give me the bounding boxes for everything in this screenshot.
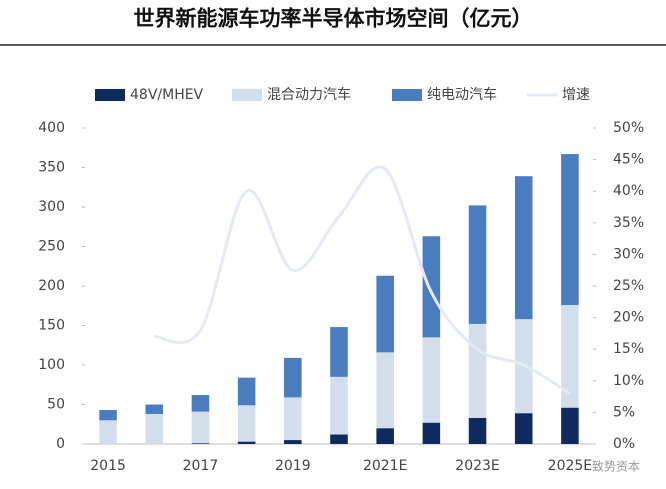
bar-segment <box>99 420 117 444</box>
bar-segment <box>237 377 256 406</box>
y-tick-label: 300 <box>38 199 65 215</box>
legend-swatch <box>392 89 422 101</box>
bar-segment <box>468 417 487 444</box>
legend-swatch <box>95 89 125 101</box>
bar-segment <box>561 304 579 408</box>
bar-segment <box>468 323 487 418</box>
bar-segment <box>191 411 210 444</box>
x-tick-label: 2025E <box>548 458 592 474</box>
y-tick-label: 100 <box>38 357 65 373</box>
bar-segment <box>330 376 348 435</box>
growth-line <box>154 165 571 395</box>
y-tick-label: 400 <box>38 120 65 136</box>
bar-segment <box>330 434 348 444</box>
bar-segment <box>145 404 164 414</box>
x-tick-label: 2021E <box>363 458 407 474</box>
bar-segment <box>191 443 210 444</box>
bar-segment <box>561 407 579 444</box>
y-tick-label: 250 <box>38 239 65 255</box>
bar-segment <box>514 413 533 444</box>
y2-tick-label: 0% <box>613 436 635 452</box>
y-tick-label: 0 <box>56 436 65 452</box>
y2-tick-label: 20% <box>613 310 644 326</box>
watermark: 致势资本 <box>592 460 640 474</box>
bar-segment <box>422 337 441 423</box>
y-tick-label: 200 <box>38 278 65 294</box>
legend-swatch <box>232 89 262 101</box>
y2-tick-label: 25% <box>613 278 644 294</box>
bar-segment <box>561 154 579 305</box>
bar-segment <box>468 205 487 324</box>
y-tick-label: 150 <box>38 318 65 334</box>
legend-label: 增速 <box>562 87 590 103</box>
y2-tick-label: 15% <box>613 341 644 357</box>
x-tick-label: 2015 <box>90 458 126 474</box>
bar-segment <box>284 440 302 444</box>
legend-label: 纯电动汽车 <box>427 86 497 103</box>
bar-segment <box>330 327 348 377</box>
y2-tick-label: 40% <box>613 183 644 199</box>
y2-tick-label: 35% <box>613 215 644 231</box>
y2-tick-label: 50% <box>613 120 644 136</box>
y-tick-label: 50 <box>47 397 65 413</box>
bar-segment <box>422 422 441 444</box>
bar-segment <box>422 236 441 338</box>
bar-segment <box>376 428 394 444</box>
bar-segment <box>376 275 394 353</box>
bar-segment <box>376 352 394 429</box>
bar-segment <box>191 395 210 412</box>
x-tick-label: 2017 <box>183 458 219 474</box>
chart-title: 世界新能源车功率半导体市场空间（亿元） <box>134 6 533 31</box>
y2-tick-label: 30% <box>613 246 644 262</box>
x-tick-label: 2023E <box>455 458 499 474</box>
y-tick-label: 350 <box>38 160 65 176</box>
legend-label: 混合动力汽车 <box>267 86 351 103</box>
y2-tick-label: 5% <box>613 404 635 420</box>
bar-segment <box>284 357 302 398</box>
bar-segment <box>514 176 533 320</box>
bar-segment <box>145 413 164 444</box>
x-tick-label: 2019 <box>275 458 311 474</box>
bar-segment <box>99 410 117 421</box>
bar-segment <box>284 397 302 441</box>
y2-tick-label: 10% <box>613 373 644 389</box>
bar-segment <box>237 441 256 444</box>
legend-label: 48V/MHEV <box>130 87 204 103</box>
y2-tick-label: 45% <box>613 152 644 168</box>
bar-segment <box>237 405 256 442</box>
